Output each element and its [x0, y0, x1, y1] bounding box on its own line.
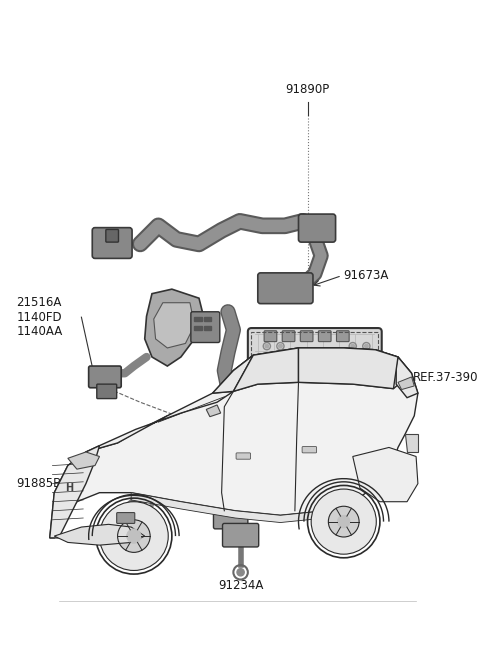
FancyBboxPatch shape [299, 214, 336, 242]
FancyBboxPatch shape [258, 273, 313, 304]
Circle shape [265, 363, 269, 366]
Polygon shape [206, 405, 221, 417]
FancyBboxPatch shape [117, 512, 135, 524]
Circle shape [311, 489, 376, 555]
FancyBboxPatch shape [236, 453, 251, 459]
Text: H: H [65, 483, 73, 493]
Circle shape [324, 428, 327, 431]
Polygon shape [405, 434, 418, 452]
Bar [194, 317, 202, 321]
FancyBboxPatch shape [278, 363, 356, 423]
Polygon shape [398, 377, 414, 390]
Circle shape [333, 428, 336, 431]
Circle shape [364, 363, 368, 366]
Polygon shape [68, 452, 99, 469]
Text: 21516A: 21516A [16, 296, 61, 309]
Circle shape [265, 344, 269, 348]
FancyBboxPatch shape [264, 330, 277, 342]
Polygon shape [154, 303, 194, 348]
Polygon shape [299, 348, 398, 389]
Text: 91885B: 91885B [16, 477, 61, 490]
FancyBboxPatch shape [302, 447, 317, 453]
FancyBboxPatch shape [92, 227, 132, 258]
Bar [204, 327, 211, 330]
Polygon shape [233, 348, 299, 392]
Polygon shape [54, 524, 145, 545]
FancyBboxPatch shape [89, 366, 121, 388]
Circle shape [351, 344, 355, 348]
Polygon shape [145, 289, 204, 366]
Circle shape [99, 502, 168, 570]
Bar [204, 317, 211, 321]
Text: 91890P: 91890P [286, 83, 330, 97]
Polygon shape [213, 355, 253, 393]
Circle shape [278, 363, 282, 366]
FancyBboxPatch shape [248, 328, 382, 462]
FancyBboxPatch shape [282, 330, 295, 342]
FancyBboxPatch shape [214, 505, 248, 529]
Circle shape [364, 344, 368, 348]
Polygon shape [353, 447, 418, 502]
Polygon shape [217, 348, 411, 393]
FancyBboxPatch shape [191, 312, 220, 342]
Circle shape [127, 529, 141, 543]
Text: 91673A: 91673A [344, 269, 389, 282]
Circle shape [237, 569, 244, 576]
Circle shape [328, 507, 359, 537]
FancyBboxPatch shape [97, 384, 117, 399]
Circle shape [118, 520, 150, 553]
Polygon shape [131, 493, 325, 522]
FancyBboxPatch shape [300, 330, 313, 342]
Circle shape [315, 428, 318, 431]
Text: 1140FD: 1140FD [16, 311, 62, 324]
Bar [252, 332, 378, 459]
FancyBboxPatch shape [336, 330, 349, 342]
Text: REF.37-390: REF.37-390 [412, 371, 478, 384]
Circle shape [337, 515, 350, 528]
Polygon shape [50, 445, 99, 538]
Circle shape [278, 344, 282, 348]
Bar [194, 327, 202, 330]
FancyBboxPatch shape [106, 229, 119, 242]
Polygon shape [86, 392, 233, 452]
Polygon shape [396, 357, 418, 397]
Text: 91234A: 91234A [218, 579, 264, 592]
Circle shape [351, 363, 355, 366]
Polygon shape [50, 348, 418, 538]
FancyBboxPatch shape [223, 524, 259, 547]
FancyBboxPatch shape [318, 330, 331, 342]
Text: 1140AA: 1140AA [16, 325, 62, 338]
FancyBboxPatch shape [222, 396, 265, 425]
